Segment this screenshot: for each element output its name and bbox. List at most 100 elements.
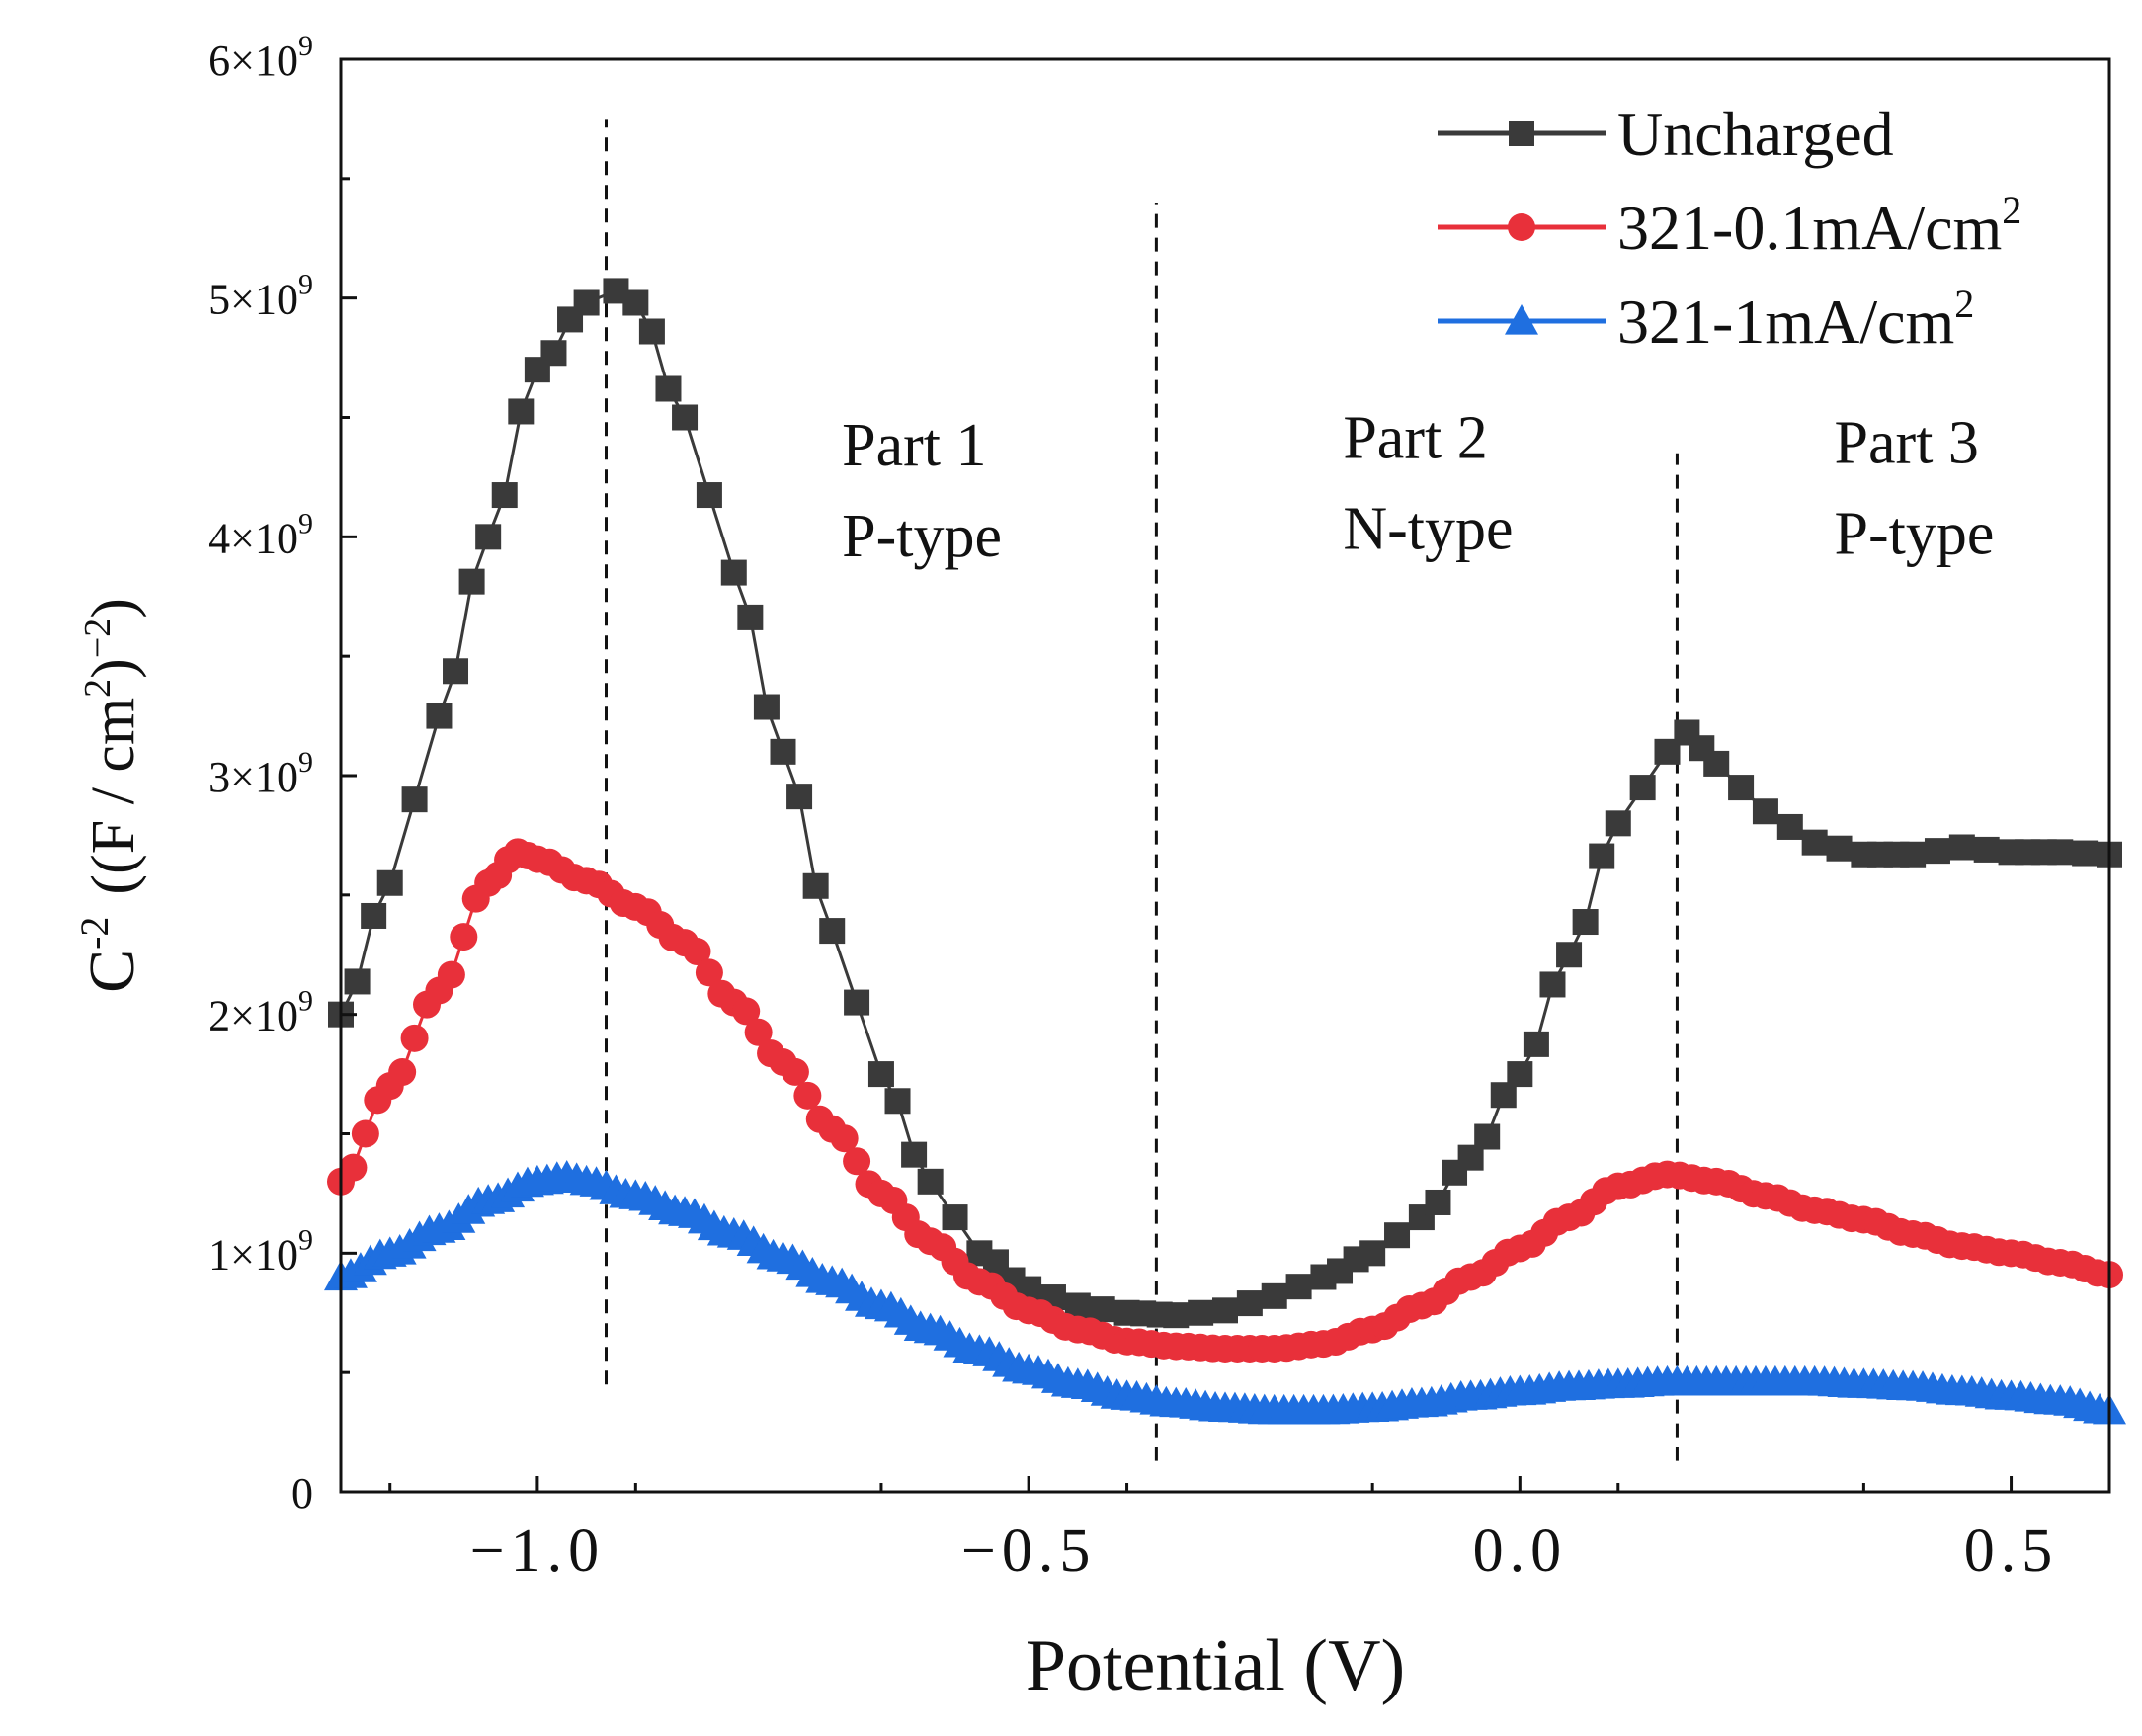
data-point <box>655 375 682 402</box>
data-point <box>1188 1299 1214 1326</box>
data-point <box>802 872 829 899</box>
y-tick-label-base: 3×10 <box>208 753 298 801</box>
data-point <box>1752 798 1778 825</box>
y-tick-label-base: 0 <box>291 1469 313 1518</box>
x-tick-label: 0.5 <box>1964 1518 2059 1585</box>
data-point <box>443 658 469 685</box>
data-point <box>344 968 371 995</box>
data-point <box>1572 909 1599 936</box>
y-tick-label-base: 1×10 <box>208 1230 298 1279</box>
y-tick-label-exponent: 9 <box>298 746 313 779</box>
data-point <box>1507 1061 1533 1088</box>
legend-label: 321-1mA/cm2 <box>1617 282 1974 357</box>
legend-label: Uncharged <box>1617 99 1894 169</box>
data-point <box>1285 1274 1312 1300</box>
data-point <box>361 902 387 929</box>
data-point <box>867 1061 894 1088</box>
data-point <box>1236 1290 1263 1317</box>
data-point <box>339 1153 368 1182</box>
legend-label-sup: 2 <box>2002 188 2021 232</box>
y-tick-label: 6×109 <box>208 30 313 85</box>
y-axis-label-sup: -2 <box>72 917 117 950</box>
data-point <box>884 1088 911 1115</box>
data-point <box>475 524 502 550</box>
data-point <box>1703 750 1730 777</box>
data-point <box>376 869 403 896</box>
y-tick-label: 4×109 <box>208 507 313 562</box>
y-tick-label: 1×109 <box>208 1223 313 1279</box>
y-tick-label-exponent: 9 <box>298 269 313 301</box>
data-point <box>753 694 780 720</box>
y-axis-label-base: C <box>76 950 148 993</box>
series-square <box>328 278 2122 1329</box>
legend-label-text: 321-1mA/cm <box>1617 287 1954 357</box>
y-tick-label-exponent: 9 <box>298 1223 313 1256</box>
data-point <box>737 604 764 630</box>
data-point <box>1973 836 2000 863</box>
data-point <box>770 738 796 765</box>
data-point <box>1359 1240 1386 1267</box>
data-point <box>1474 1123 1501 1150</box>
data-point <box>1801 829 1828 856</box>
data-point <box>450 923 478 951</box>
legend-label-text: 321-0.1mA/cm <box>1617 193 2002 263</box>
series-circle <box>327 838 2123 1363</box>
data-point <box>458 568 485 595</box>
data-point <box>1425 1189 1451 1215</box>
x-tick-label: −1.0 <box>470 1518 605 1585</box>
series-triangle <box>324 1160 2126 1425</box>
y-axis-label-unit-mid: ) <box>80 658 147 679</box>
data-point <box>1556 942 1583 968</box>
data-point <box>1629 775 1656 801</box>
region-label-part: Part 3 <box>1835 409 1979 476</box>
data-point <box>540 340 567 367</box>
data-point <box>1523 1031 1549 1057</box>
y-axis-label-unit-close: ) <box>80 598 147 619</box>
data-point <box>683 938 711 966</box>
y-tick-label-base: 6×10 <box>208 37 298 85</box>
data-point <box>573 289 600 316</box>
legend-label-sup: 2 <box>1954 282 1974 326</box>
legend-marker <box>1505 304 1538 335</box>
data-point <box>426 703 453 729</box>
data-point <box>781 1057 809 1086</box>
data-point <box>1384 1222 1411 1249</box>
data-point <box>2047 839 2074 866</box>
data-point <box>1776 813 1803 840</box>
y-tick-label: 3×109 <box>208 746 313 801</box>
legend-marker <box>1508 213 1535 241</box>
data-point <box>1261 1282 1287 1309</box>
data-point <box>720 559 747 586</box>
plot-layer <box>324 119 2126 1461</box>
data-point <box>830 1124 859 1153</box>
y-tick-label: 0 <box>291 1469 313 1518</box>
y-axis-label-unit-sup2: −2 <box>77 619 119 658</box>
x-axis-label: Potential (V) <box>1026 1625 1405 1706</box>
y-axis-label-unit-open: ((F / cm <box>80 698 147 895</box>
legend-label: 321-0.1mA/cm2 <box>1617 188 2021 263</box>
data-point <box>1605 810 1631 837</box>
y-tick-label-base: 4×10 <box>208 514 298 562</box>
x-tick-label: 0.0 <box>1473 1518 1568 1585</box>
data-point <box>400 1024 429 1052</box>
data-point <box>732 997 761 1026</box>
data-point <box>844 989 870 1016</box>
x-tick-label: −0.5 <box>961 1518 1096 1585</box>
data-point <box>901 1141 928 1168</box>
y-axis-label-unit-sup: 2 <box>77 679 119 698</box>
data-point <box>793 1081 822 1110</box>
data-point <box>1089 1296 1115 1323</box>
y-axis-label: C-2 ((F / cm2)−2) <box>72 598 148 993</box>
data-point <box>437 960 465 989</box>
data-point <box>401 786 428 813</box>
data-point <box>672 404 699 431</box>
y-tick-label-base: 2×10 <box>208 992 298 1040</box>
region-label-part: Part 2 <box>1343 405 1487 472</box>
y-tick-label-exponent: 9 <box>298 985 313 1018</box>
legend-marker <box>1509 121 1534 146</box>
data-point <box>351 1119 379 1148</box>
